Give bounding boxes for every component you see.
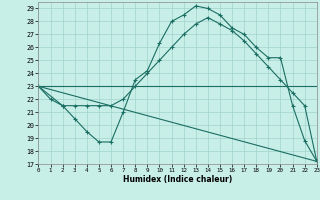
- X-axis label: Humidex (Indice chaleur): Humidex (Indice chaleur): [123, 175, 232, 184]
